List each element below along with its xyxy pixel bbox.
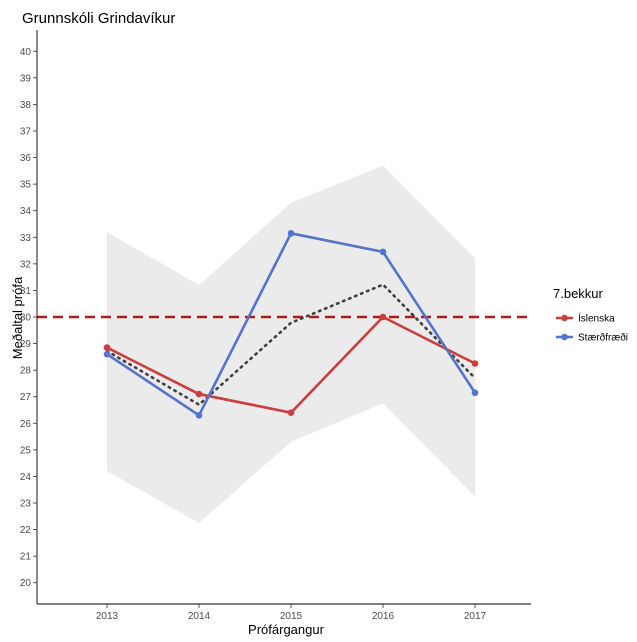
y-tick-label: 23	[20, 499, 32, 510]
y-tick-label: 24	[20, 472, 32, 483]
average-dotted-line	[105, 283, 477, 407]
y-tick-label: 34	[20, 206, 32, 217]
x-tick-label: 2013	[96, 611, 119, 622]
legend-item: Íslenska	[556, 312, 615, 325]
y-tick-label: 32	[20, 259, 32, 270]
axes: 20 21 22 23 24 25 26 27 28 29 30 31 32 33 34 35 36 37 38 39…	[20, 30, 531, 622]
legend: 7.bekkur Íslenska Stærðfræði	[553, 286, 628, 344]
legend-title: 7.bekkur	[553, 286, 604, 301]
y-tick-label: 25	[20, 445, 32, 456]
x-tick-label: 2017	[464, 611, 487, 622]
y-tick-label: 38	[20, 100, 32, 111]
y-tick-label: 20	[20, 578, 32, 589]
x-axis-title: Prófárgangur	[248, 622, 325, 637]
legend-swatch-point	[561, 314, 568, 322]
data-point	[287, 229, 295, 237]
legend-label: Íslenska	[578, 312, 615, 325]
data-point	[471, 360, 479, 367]
x-tick-label: 2014	[188, 611, 211, 622]
y-tick-label: 33	[20, 233, 32, 244]
average-line-layer	[105, 283, 477, 407]
y-tick-label: 26	[20, 419, 32, 430]
data-point	[195, 412, 203, 419]
y-tick-label: 31	[20, 286, 32, 297]
y-tick-label: 35	[20, 180, 32, 191]
x-tick-label: 2015	[280, 611, 303, 622]
y-tick-label: 27	[20, 392, 32, 403]
chart-title: Grunnskóli Grindavíkur	[22, 10, 175, 27]
legend-item: Stærðfræði	[556, 332, 628, 344]
y-tick-label: 29	[20, 339, 32, 350]
data-point	[195, 390, 203, 398]
y-tick-label: 39	[20, 73, 32, 84]
y-tick-label: 28	[20, 366, 32, 377]
y-tick-label: 21	[20, 552, 32, 563]
x-tick-label: 2016	[372, 611, 395, 622]
data-point	[379, 248, 387, 256]
data-point	[379, 313, 387, 321]
y-tick-label: 22	[20, 525, 32, 536]
series-2	[103, 229, 479, 419]
y-tick-label: 40	[20, 47, 32, 58]
y-tick-label: 30	[20, 313, 32, 324]
y-tick-label: 36	[20, 153, 32, 164]
legend-items: Íslenska Stærðfræði	[556, 312, 628, 344]
series-layer	[103, 229, 479, 419]
legend-swatch-point	[561, 333, 568, 341]
y-tick-label: 37	[20, 126, 32, 137]
data-point	[103, 344, 111, 351]
data-point	[287, 409, 295, 416]
y-axis-title: Meðaltal prófa	[10, 276, 25, 359]
data-point	[471, 389, 479, 397]
series-1	[103, 313, 479, 416]
data-point	[103, 350, 111, 358]
legend-label: Stærðfræði	[578, 332, 628, 344]
